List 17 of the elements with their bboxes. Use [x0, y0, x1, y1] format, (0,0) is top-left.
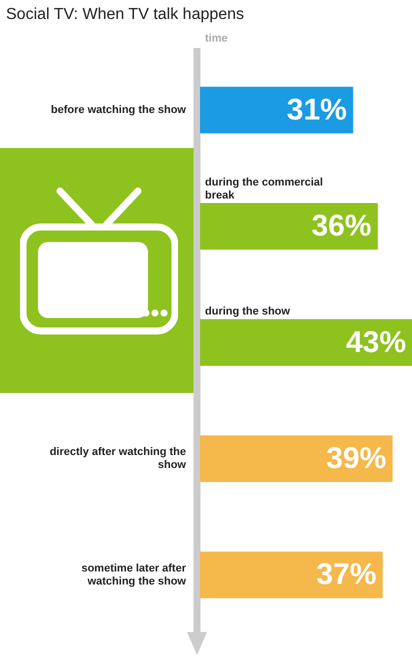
y-tick-label: directly after watching the show	[50, 446, 186, 472]
data-label: 31%	[286, 93, 347, 126]
y-tick-label: during the commercial break	[205, 176, 323, 202]
y-axis-title: time	[205, 32, 228, 45]
bar	[200, 552, 383, 598]
chart-title: Social TV: When TV talk happens	[6, 6, 244, 24]
data-label: 37%	[316, 558, 376, 592]
bar	[200, 86, 354, 134]
y-tick-label: during the show	[205, 306, 290, 318]
data-label: 39%	[326, 442, 386, 475]
bar	[200, 202, 378, 250]
bar	[200, 319, 412, 366]
data-label: 36%	[311, 210, 372, 243]
bar	[200, 435, 393, 482]
y-tick-label: before watching the show	[50, 104, 186, 116]
data-label: 43%	[346, 326, 406, 359]
y-tick-label: sometime later after watching the show	[81, 562, 187, 588]
